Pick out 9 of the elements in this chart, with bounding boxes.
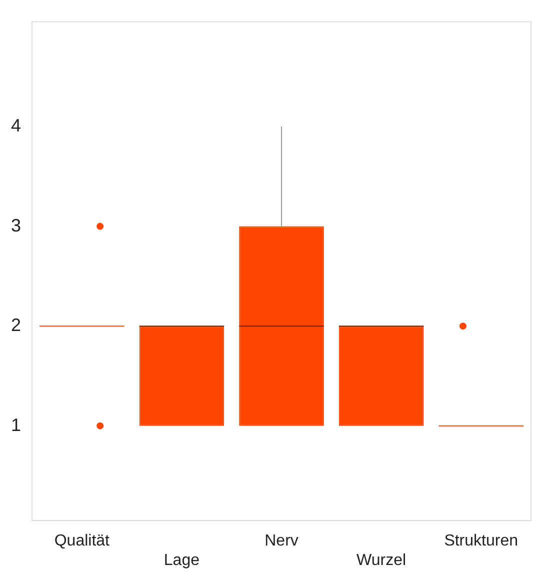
y-tick-label: 3 <box>10 215 22 236</box>
x-tick-label: Strukturen <box>444 532 518 550</box>
x-tick-label: Wurzel <box>356 552 406 569</box>
y-tick-label: 4 <box>10 116 22 136</box>
y-tick-label: 1 <box>10 414 22 435</box>
y-tick-label: 2 <box>10 315 22 336</box>
x-tick-label: Nerv <box>264 532 298 550</box>
x-tick-label: Lage <box>164 552 200 569</box>
x-tick-label: Qualität <box>54 532 110 550</box>
